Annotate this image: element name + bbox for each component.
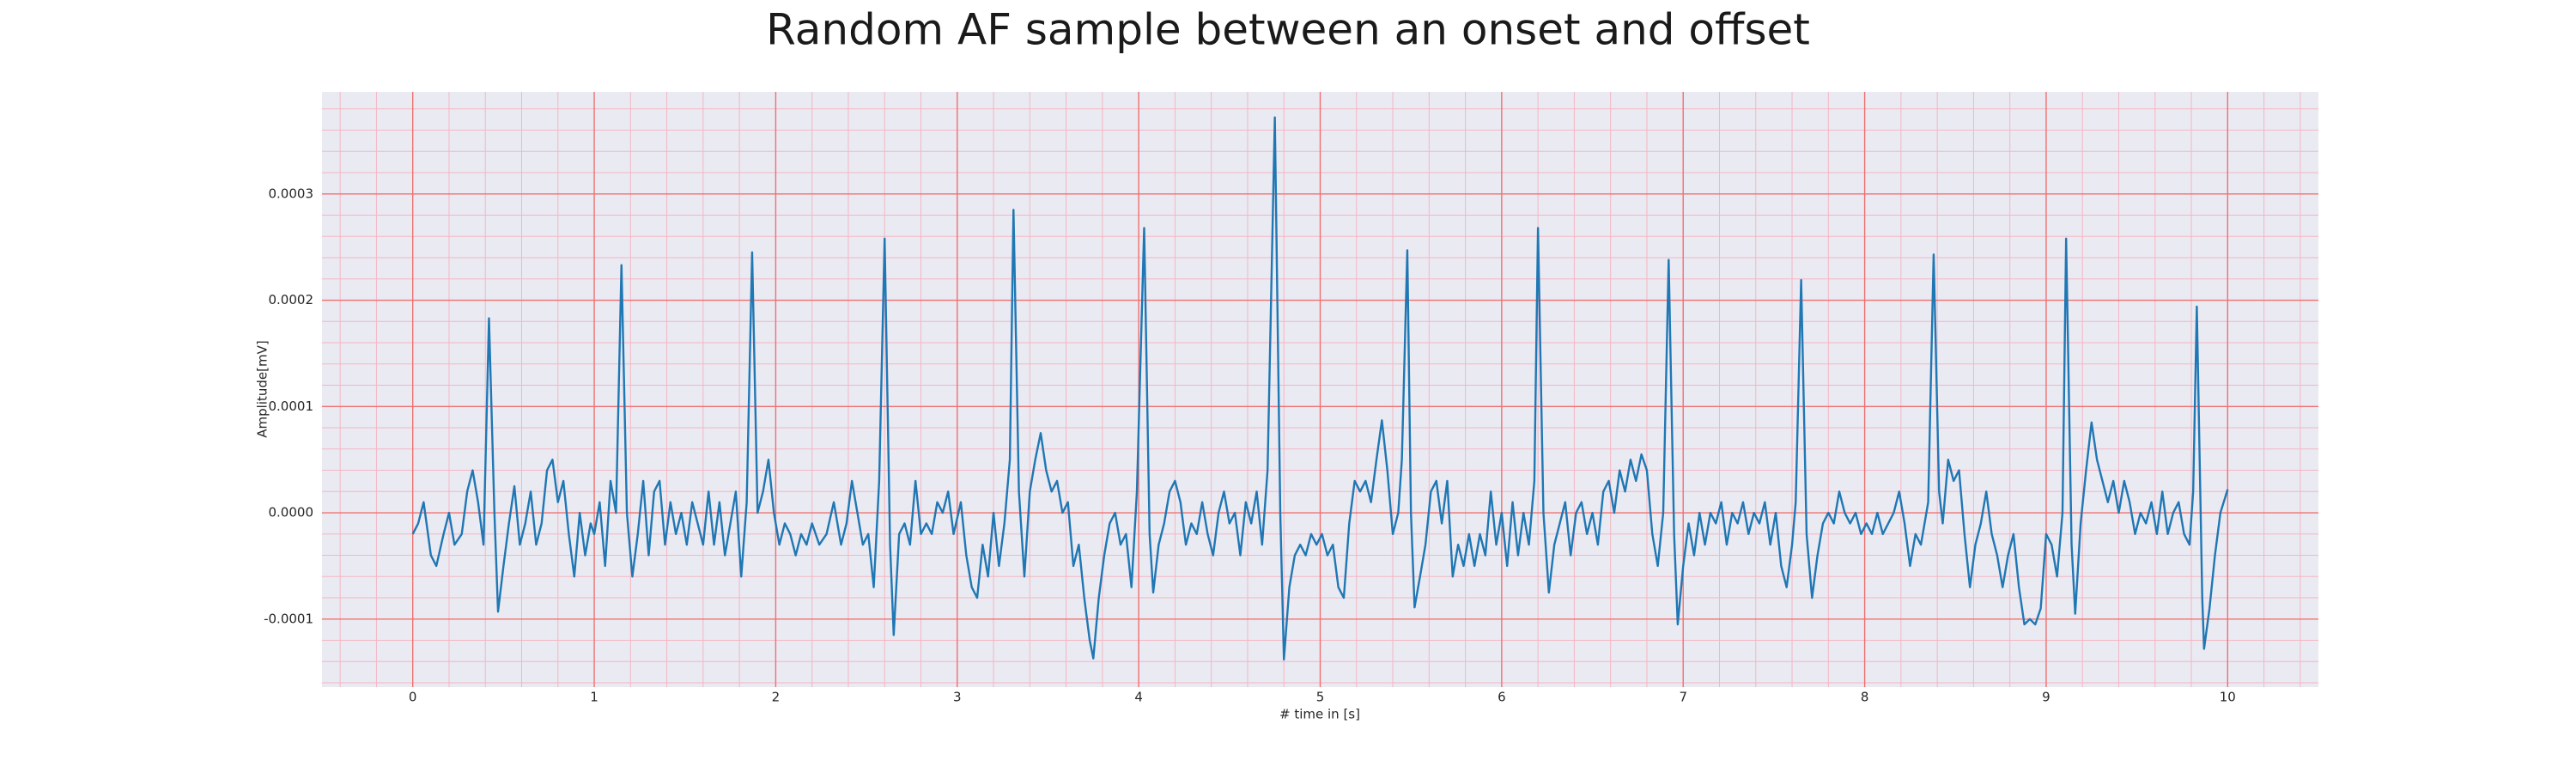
x-tick-label: 8 (1861, 690, 1869, 705)
y-tick-label: 0.0002 (269, 292, 314, 307)
x-tick-label: 9 (2042, 690, 2050, 705)
x-tick-label: 1 (590, 690, 598, 705)
x-tick-label: 4 (1134, 690, 1143, 705)
x-tick-label: 6 (1498, 690, 1506, 705)
x-axis-label: # time in [s] (1279, 707, 1360, 722)
chart-title: Random AF sample between an onset and of… (766, 5, 1810, 55)
x-tick-label: 3 (953, 690, 962, 705)
signal-line (411, 116, 2229, 661)
y-tick-label: 0.0000 (269, 505, 314, 520)
x-tick-label: 7 (1679, 690, 1687, 705)
x-tick-label: 5 (1316, 690, 1325, 705)
x-tick-label: 2 (772, 690, 781, 705)
y-axis-label: Amplitude[mV] (255, 340, 270, 437)
y-tick-label: 0.0003 (269, 186, 314, 201)
x-tick-label: 10 (2220, 690, 2236, 705)
y-tick-label: -0.0001 (264, 611, 313, 626)
y-tick-label: 0.0001 (269, 399, 314, 414)
x-tick-label: 0 (409, 690, 417, 705)
